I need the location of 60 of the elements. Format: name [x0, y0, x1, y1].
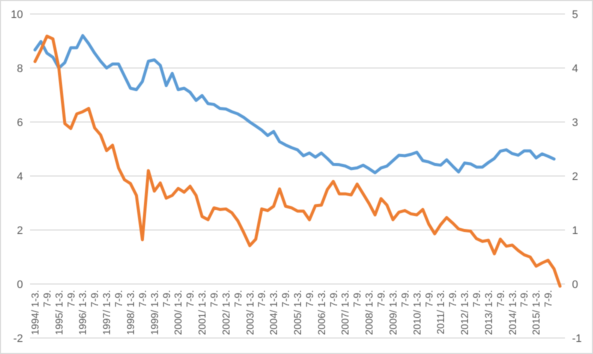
x-tick-label: 2015/ 1-3.	[532, 290, 543, 336]
x-tick-label: 1998/ 1-3.	[126, 290, 137, 336]
x-tick-label: 7-9.	[448, 290, 460, 308]
x-tick-label: 2010/ 1-3.	[412, 290, 424, 336]
x-tick-label: 1997/ 1-3.	[102, 290, 114, 336]
y2-tick-label: 3	[572, 116, 578, 129]
y-tick-label: 10	[10, 8, 23, 21]
y-tick-label: -2	[13, 332, 23, 345]
y-tick-label: 6	[16, 116, 23, 129]
x-tick-label: 7-9.	[209, 290, 220, 308]
x-tick-label: 7-9.	[400, 290, 412, 308]
y2-tick-label: 1	[572, 224, 578, 237]
x-tick-label: 7-9.	[472, 290, 483, 308]
x-tick-label: 2012/ 1-3.	[460, 290, 472, 336]
x-tick-label: 7-9.	[376, 290, 388, 308]
x-tick-label: 7-9.	[162, 290, 173, 308]
x-tick-label: 2002/ 1-3.	[221, 290, 232, 336]
x-tick-label: 2007/ 1-3.	[340, 290, 352, 336]
x-tick-label: 7-9.	[233, 290, 244, 308]
x-tick-label: 7-9.	[496, 290, 507, 308]
x-tick-label: 7-9.	[424, 290, 436, 308]
x-tick-label: 2014/ 1-3.	[508, 290, 519, 336]
y2-tick-label: -1	[572, 332, 582, 345]
y-tick-label: 8	[16, 62, 23, 75]
x-tick-label: 2006/ 1-3.	[316, 290, 328, 336]
x-tick-label: 7-9.	[186, 290, 197, 308]
y2-tick-label: 2	[572, 170, 578, 183]
x-tick-label: 2005/ 1-3.	[293, 290, 304, 336]
x-tick-label: 1999/ 1-3.	[150, 290, 161, 336]
x-tick-label: 2004/ 1-3.	[269, 290, 280, 336]
line-series	[34, 34, 562, 288]
y2-tick-label: 4	[572, 62, 578, 75]
line-series	[34, 34, 556, 174]
y2-tick-label: 0	[572, 278, 578, 291]
x-tick-label: 7-9.	[114, 290, 126, 308]
x-tick-label: 1995/ 1-3.	[54, 290, 66, 336]
x-tick-label: 7-9.	[42, 290, 54, 308]
y-tick-label: 0	[16, 278, 23, 291]
x-tick-label: 2008/ 1-3.	[364, 290, 376, 336]
y-tick-label: 2	[16, 224, 23, 237]
y2-tick-label: 5	[572, 8, 578, 21]
x-tick-label: 7-9.	[138, 290, 149, 308]
x-tick-label: 2000/ 1-3.	[174, 290, 185, 336]
x-tick-label: 7-9.	[544, 290, 555, 308]
x-tick-label: 2009/ 1-3.	[388, 290, 400, 336]
x-tick-label: 7-9.	[281, 290, 292, 308]
x-tick-label: 2011/ 1-3.	[436, 290, 448, 334]
x-tick-label: 2013/ 1-3.	[484, 290, 495, 336]
x-tick-label: 7-9.	[304, 290, 316, 308]
x-tick-label: 7-9.	[66, 290, 78, 308]
x-tick-label: 1996/ 1-3.	[78, 290, 90, 336]
x-tick-label: 7-9.	[328, 290, 340, 308]
x-tick-label: 7-9.	[520, 290, 531, 308]
x-tick-label: 7-9.	[352, 290, 364, 308]
x-tick-label: 7-9.	[257, 290, 268, 308]
x-tick-label: 1994/ 1-3.	[30, 290, 42, 336]
x-tick-label: 2001/ 1-3.	[198, 290, 209, 336]
y-tick-label: 4	[16, 170, 23, 183]
x-tick-label: 7-9.	[90, 290, 102, 308]
x-tick-label: 2003/ 1-3.	[245, 290, 256, 336]
